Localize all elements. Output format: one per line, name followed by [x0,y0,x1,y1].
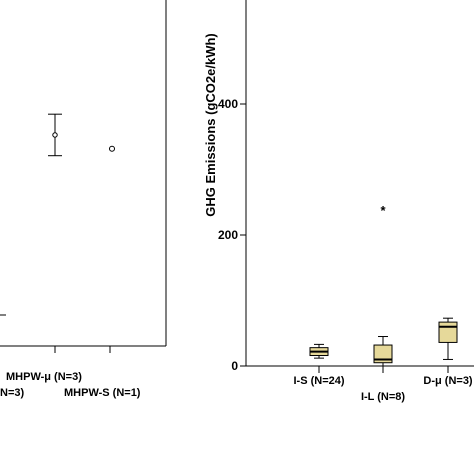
mean-point [52,132,58,138]
y-tick-label: 400 [218,97,238,111]
data-point [109,145,115,152]
outlier-marker: * [380,203,386,218]
x-tick-label: D-μ (N=3) [423,375,473,387]
x-tick-label: I-S (N=24) [293,375,344,387]
x-tick-label: I-L (N=8) [361,391,405,403]
y-tick-label: 200 [218,228,238,242]
left-tick-label-0: N=3) [0,387,24,399]
left-tick-label-1: MHPW-μ (N=3) [6,371,82,383]
y-axis-label: GHG Emissions (gCO2e/kWh) [203,33,218,216]
box [373,344,393,364]
left-tick-label-2: MHPW-S (N=1) [64,387,141,399]
box [438,321,458,343]
right-panel: 0 200 400 I-S (N=24) I-L (N=8) D-μ (N=3) * G… [203,0,474,403]
y-tick-label: 0 [231,359,238,373]
left-panel: N=3) MHPW-μ (N=3) MHPW-S (N=1) [0,0,167,399]
